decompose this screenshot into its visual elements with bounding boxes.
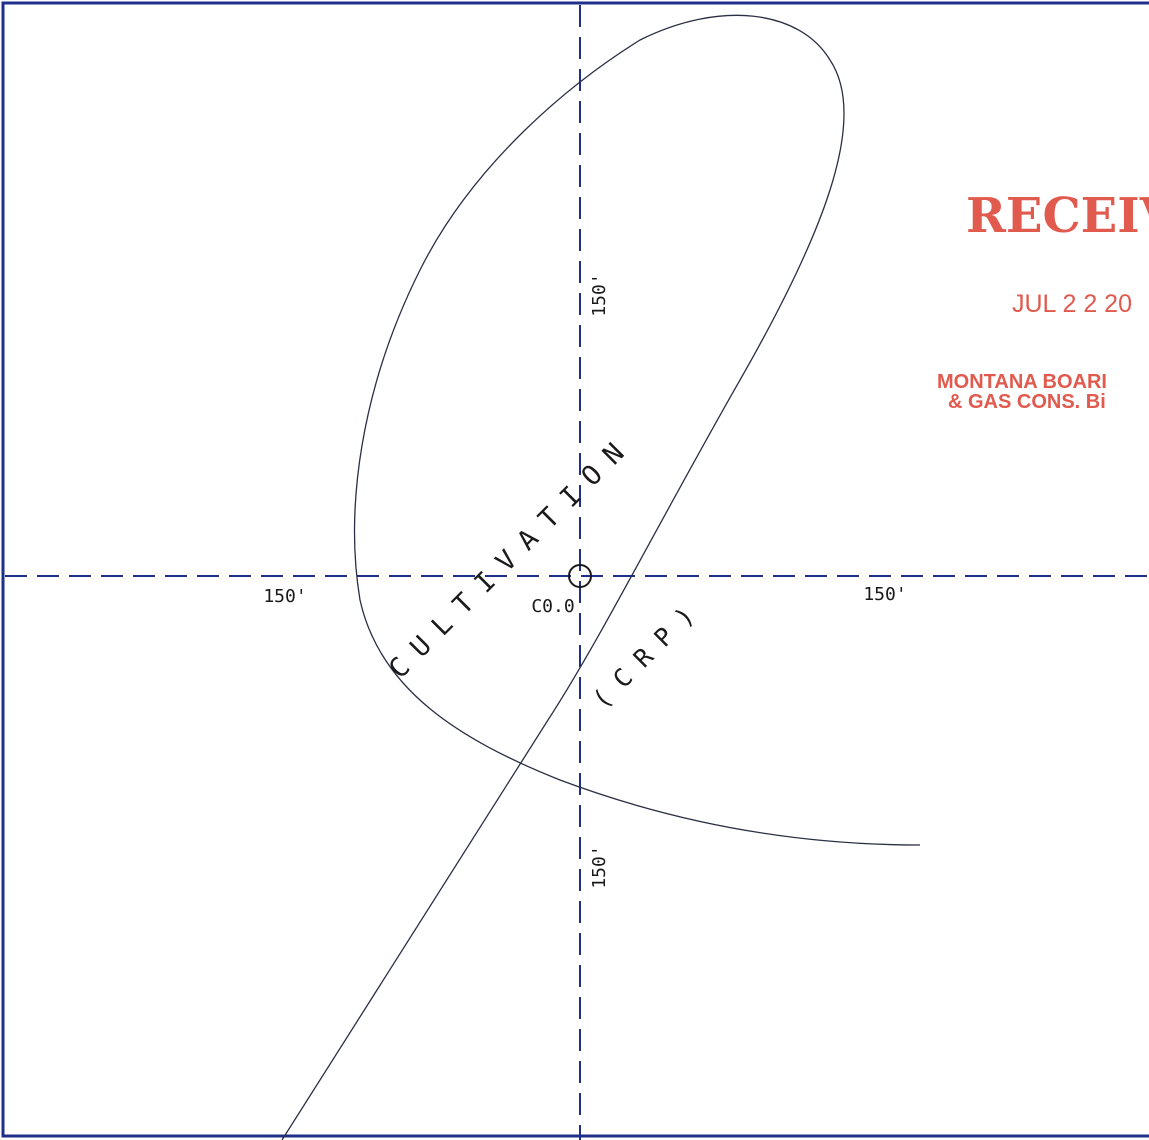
received-stamp: RECEIV JUL 2 2 20 MONTANA BOARI & GAS CO… xyxy=(937,188,1149,413)
dimension-label-east: 150' xyxy=(863,584,906,605)
stamp-title: RECEIV xyxy=(966,188,1149,244)
stamp-date: JUL 2 2 20 xyxy=(1012,290,1132,318)
dimension-label-west: 150' xyxy=(263,586,306,607)
dimension-label-north: 150' xyxy=(589,273,610,316)
well-symbol-icon xyxy=(568,564,592,588)
area-label-crp: (CRP) xyxy=(587,591,710,714)
area-label-cultivation: CULTIVATION xyxy=(383,428,640,685)
dimension-label-south: 150' xyxy=(589,845,610,888)
stamp-line-2: & GAS CONS. Bi xyxy=(948,391,1106,413)
center-label: C0.0 xyxy=(531,596,574,617)
field-boundary-curve xyxy=(281,14,921,1140)
stamp-line-1: MONTANA BOARI xyxy=(937,371,1107,393)
